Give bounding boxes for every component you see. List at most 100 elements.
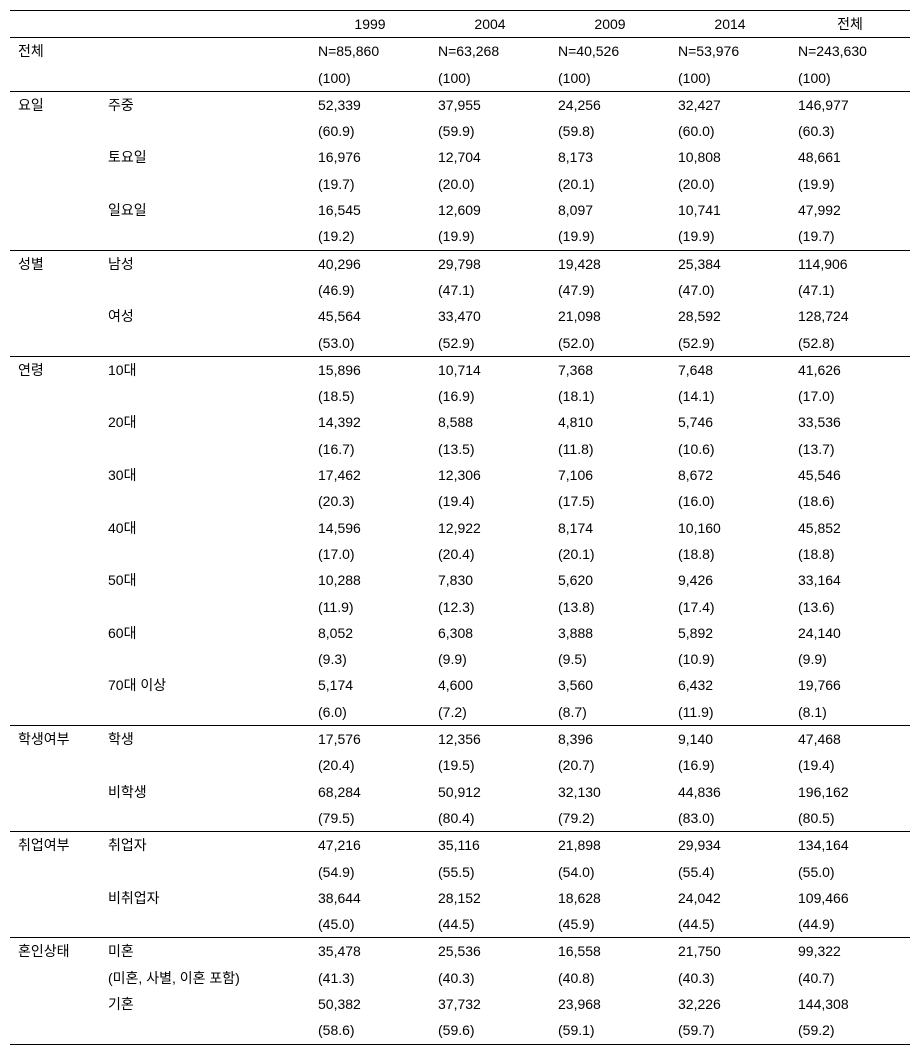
cell-n-2-6-y2004: 4,600: [430, 672, 550, 698]
cell-n-1-1-y1999: 45,564: [310, 303, 430, 329]
cell-p-2-1-y2014: (10.6): [670, 436, 790, 462]
cell-n-2-5-y1999: 8,052: [310, 620, 430, 646]
cell-p-5-1-y2009: (59.1): [550, 1017, 670, 1044]
cell-p-4-0-y2009: (54.0): [550, 859, 670, 885]
cell-n-0-2-total: 47,992: [790, 197, 910, 223]
cell-n-4-0-total: 134,164: [790, 832, 910, 859]
cell-n-1-1-total: 128,724: [790, 303, 910, 329]
header-y2014: 2014: [670, 11, 790, 38]
cell-p-2-2-total: (18.6): [790, 488, 910, 514]
cell-p-1-0-y2004: (47.1): [430, 277, 550, 303]
cell-n-2-5-y2014: 5,892: [670, 620, 790, 646]
cell-p-4-0-y2014: (55.4): [670, 859, 790, 885]
cell-p-3-1-y1999: (79.5): [310, 805, 430, 832]
cell-n-0-1-total: 48,661: [790, 144, 910, 170]
cell-n-4-1-y2004: 28,152: [430, 885, 550, 911]
cell-n-2-5-total: 24,140: [790, 620, 910, 646]
cell-p-4-1-y2014: (44.5): [670, 911, 790, 938]
cell-n-2-3-total: 45,852: [790, 515, 910, 541]
cell-n-0-2-y1999: 16,545: [310, 197, 430, 223]
cell-n-2-6-y2014: 6,432: [670, 672, 790, 698]
cell-n-4-0-y2004: 35,116: [430, 832, 550, 859]
group-blank-0-2: [10, 197, 100, 223]
cell-p-1-1-y2009: (52.0): [550, 330, 670, 357]
row-label-5-0: 미혼: [100, 938, 310, 965]
header-y2004: 2004: [430, 11, 550, 38]
cell-p-1-0-y2009: (47.9): [550, 277, 670, 303]
cell-n-2-0-y2009: 7,368: [550, 356, 670, 383]
group-blank-2-5: [10, 620, 100, 646]
cell-p-3-0-y1999: (20.4): [310, 752, 430, 778]
cell-n-5-0-y2009: 16,558: [550, 938, 670, 965]
cell-p-5-0-total: (40.7): [790, 965, 910, 991]
cell-p-0-2-y2014: (19.9): [670, 223, 790, 250]
group-label-4: 취업여부: [10, 832, 100, 859]
cell-p-4-0-y2004: (55.5): [430, 859, 550, 885]
cell-n-2-4-y2004: 7,830: [430, 567, 550, 593]
cell-n-0-0-y2004: 37,955: [430, 91, 550, 118]
cell-n-2-2-y2014: 8,672: [670, 462, 790, 488]
cell-n-1-0-y2014: 25,384: [670, 250, 790, 277]
total-n-y1999: N=85,860: [310, 38, 430, 65]
cell-n-3-1-y2009: 32,130: [550, 779, 670, 805]
cell-n-0-2-y2009: 8,097: [550, 197, 670, 223]
total-n-y2014: N=53,976: [670, 38, 790, 65]
cell-n-2-0-total: 41,626: [790, 356, 910, 383]
group-blank-2-4: [10, 567, 100, 593]
cell-n-2-3-y2004: 12,922: [430, 515, 550, 541]
cell-n-2-1-y2014: 5,746: [670, 409, 790, 435]
row-label-4-0: 취업자: [100, 832, 310, 859]
row-label-2-6: 70대 이상: [100, 672, 310, 698]
cell-p-1-0-y2014: (47.0): [670, 277, 790, 303]
cell-p-2-5-y2014: (10.9): [670, 646, 790, 672]
cell-p-2-4-y2004: (12.3): [430, 594, 550, 620]
cell-n-3-1-y2014: 44,836: [670, 779, 790, 805]
cell-n-3-0-y1999: 17,576: [310, 726, 430, 753]
cell-p-4-1-y2004: (44.5): [430, 911, 550, 938]
cell-p-3-1-y2009: (79.2): [550, 805, 670, 832]
cell-n-5-0-y2014: 21,750: [670, 938, 790, 965]
cell-p-2-3-total: (18.8): [790, 541, 910, 567]
header-total: 전체: [790, 11, 910, 38]
cell-n-2-3-y2009: 8,174: [550, 515, 670, 541]
cell-n-5-1-total: 144,308: [790, 991, 910, 1017]
cell-p-0-1-y2014: (20.0): [670, 171, 790, 197]
cell-n-2-3-y2014: 10,160: [670, 515, 790, 541]
cell-p-0-1-y2004: (20.0): [430, 171, 550, 197]
cell-p-2-3-y2009: (20.1): [550, 541, 670, 567]
cell-p-2-5-total: (9.9): [790, 646, 910, 672]
cell-n-2-6-y2009: 3,560: [550, 672, 670, 698]
group-blank-2-6: [10, 672, 100, 698]
cell-n-2-5-y2009: 3,888: [550, 620, 670, 646]
group-blank-3-1: [10, 779, 100, 805]
cell-n-4-0-y2014: 29,934: [670, 832, 790, 859]
cell-p-2-0-y2009: (18.1): [550, 383, 670, 409]
cell-n-0-1-y2004: 12,704: [430, 144, 550, 170]
cell-p-2-1-y2009: (11.8): [550, 436, 670, 462]
cell-p-4-1-y2009: (45.9): [550, 911, 670, 938]
cell-p-1-0-y1999: (46.9): [310, 277, 430, 303]
total-n-y2004: N=63,268: [430, 38, 550, 65]
cell-n-1-1-y2009: 21,098: [550, 303, 670, 329]
cell-p-2-0-y2004: (16.9): [430, 383, 550, 409]
cell-n-4-1-y1999: 38,644: [310, 885, 430, 911]
cell-p-2-2-y2004: (19.4): [430, 488, 550, 514]
cell-p-5-0-y2004: (40.3): [430, 965, 550, 991]
cell-n-4-0-y2009: 21,898: [550, 832, 670, 859]
cell-n-2-4-y1999: 10,288: [310, 567, 430, 593]
cell-n-2-4-y2009: 5,620: [550, 567, 670, 593]
cell-p-2-4-y2014: (17.4): [670, 594, 790, 620]
cell-n-2-1-y2009: 4,810: [550, 409, 670, 435]
row-label-0-2: 일요일: [100, 197, 310, 223]
group-label-2: 연령: [10, 356, 100, 383]
group-blank-4-1: [10, 885, 100, 911]
cell-n-3-0-y2009: 8,396: [550, 726, 670, 753]
cell-p-0-0-y1999: (60.9): [310, 118, 430, 144]
row-label-3-1: 비학생: [100, 779, 310, 805]
cell-p-2-6-y2009: (8.7): [550, 699, 670, 726]
cell-p-2-6-y1999: (6.0): [310, 699, 430, 726]
group-label-3: 학생여부: [10, 726, 100, 753]
row-label-2-3: 40대: [100, 515, 310, 541]
cell-n-2-0-y2014: 7,648: [670, 356, 790, 383]
cell-p-3-0-y2004: (19.5): [430, 752, 550, 778]
